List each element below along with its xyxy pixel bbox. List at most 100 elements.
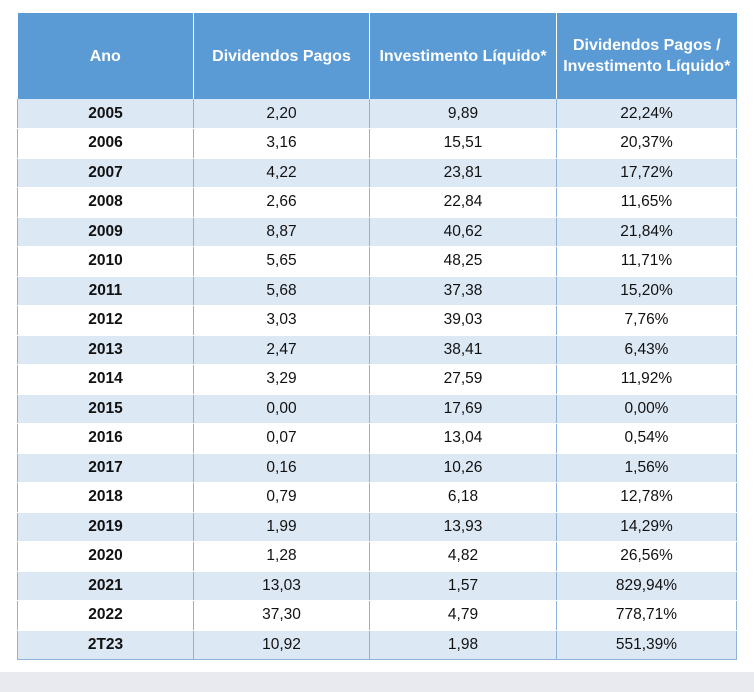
table-row: 2021 13,03 1,57 829,94% bbox=[17, 571, 737, 601]
cell-ano: 2010 bbox=[17, 246, 194, 277]
cell-ano: 2017 bbox=[17, 453, 194, 483]
cell-dividendos-pagos: 3,29 bbox=[193, 364, 370, 395]
cell-ratio: 778,71% bbox=[556, 600, 737, 631]
table-body: 2005 2,20 9,89 22,24% 2006 3,16 15,51 20,37% 200… bbox=[17, 99, 737, 660]
cell-ano: 2019 bbox=[17, 512, 194, 542]
table-header-row: Ano Dividendos Pagos Investimento Líquid… bbox=[17, 13, 737, 99]
cell-investimento-liquido: 27,59 bbox=[369, 364, 557, 395]
cell-ano: 2006 bbox=[17, 128, 194, 159]
cell-ano: 2013 bbox=[17, 335, 194, 365]
column-header-ratio: Dividendos Pagos / Investimento Líquido* bbox=[556, 13, 737, 99]
cell-investimento-liquido: 13,04 bbox=[369, 423, 557, 454]
cell-ratio: 551,39% bbox=[556, 630, 737, 660]
cell-investimento-liquido: 9,89 bbox=[369, 99, 557, 129]
column-header-ano: Ano bbox=[17, 13, 194, 99]
cell-ratio: 0,00% bbox=[556, 394, 737, 424]
cell-dividendos-pagos: 1,28 bbox=[193, 541, 370, 572]
cell-ratio: 829,94% bbox=[556, 571, 737, 601]
cell-dividendos-pagos: 4,22 bbox=[193, 158, 370, 188]
cell-dividendos-pagos: 0,00 bbox=[193, 394, 370, 424]
column-header-investimento-liquido: Investimento Líquido* bbox=[369, 13, 557, 99]
dividend-table-container: Ano Dividendos Pagos Investimento Líquid… bbox=[17, 13, 737, 660]
table-row: 2013 2,47 38,41 6,43% bbox=[17, 335, 737, 365]
cell-investimento-liquido: 17,69 bbox=[369, 394, 557, 424]
cell-ano: 2012 bbox=[17, 305, 194, 336]
cell-investimento-liquido: 48,25 bbox=[369, 246, 557, 277]
table-row: 2006 3,16 15,51 20,37% bbox=[17, 128, 737, 159]
table-row: 2010 5,65 48,25 11,71% bbox=[17, 246, 737, 277]
table-row: 2016 0,07 13,04 0,54% bbox=[17, 423, 737, 454]
cell-dividendos-pagos: 0,79 bbox=[193, 482, 370, 513]
cell-dividendos-pagos: 5,65 bbox=[193, 246, 370, 277]
cell-dividendos-pagos: 2,47 bbox=[193, 335, 370, 365]
cell-investimento-liquido: 4,82 bbox=[369, 541, 557, 572]
cell-ratio: 15,20% bbox=[556, 276, 737, 306]
cell-investimento-liquido: 37,38 bbox=[369, 276, 557, 306]
cell-investimento-liquido: 40,62 bbox=[369, 217, 557, 247]
table-row: 2015 0,00 17,69 0,00% bbox=[17, 394, 737, 424]
cell-investimento-liquido: 10,26 bbox=[369, 453, 557, 483]
table-row: 2012 3,03 39,03 7,76% bbox=[17, 305, 737, 336]
cell-ano: 2014 bbox=[17, 364, 194, 395]
dividend-table: Ano Dividendos Pagos Investimento Líquid… bbox=[17, 13, 737, 660]
table-row: 2005 2,20 9,89 22,24% bbox=[17, 99, 737, 129]
cell-ratio: 12,78% bbox=[556, 482, 737, 513]
table-row: 2011 5,68 37,38 15,20% bbox=[17, 276, 737, 306]
table-row: 2009 8,87 40,62 21,84% bbox=[17, 217, 737, 247]
cell-investimento-liquido: 23,81 bbox=[369, 158, 557, 188]
cell-dividendos-pagos: 2,20 bbox=[193, 99, 370, 129]
cell-ano: 2016 bbox=[17, 423, 194, 454]
cell-investimento-liquido: 15,51 bbox=[369, 128, 557, 159]
cell-ano: 2015 bbox=[17, 394, 194, 424]
cell-dividendos-pagos: 2,66 bbox=[193, 187, 370, 218]
table-row: 2019 1,99 13,93 14,29% bbox=[17, 512, 737, 542]
cell-ratio: 22,24% bbox=[556, 99, 737, 129]
cell-ano: 2005 bbox=[17, 99, 194, 129]
cell-ano: 2008 bbox=[17, 187, 194, 218]
cell-ano: 2011 bbox=[17, 276, 194, 306]
cell-investimento-liquido: 38,41 bbox=[369, 335, 557, 365]
cell-ratio: 14,29% bbox=[556, 512, 737, 542]
cell-ratio: 17,72% bbox=[556, 158, 737, 188]
cell-investimento-liquido: 39,03 bbox=[369, 305, 557, 336]
cell-investimento-liquido: 4,79 bbox=[369, 600, 557, 631]
cell-dividendos-pagos: 13,03 bbox=[193, 571, 370, 601]
cell-ratio: 11,65% bbox=[556, 187, 737, 218]
cell-ano: 2021 bbox=[17, 571, 194, 601]
cell-ano: 2022 bbox=[17, 600, 194, 631]
cell-ano: 2020 bbox=[17, 541, 194, 572]
cell-dividendos-pagos: 3,16 bbox=[193, 128, 370, 159]
cell-dividendos-pagos: 3,03 bbox=[193, 305, 370, 336]
cell-investimento-liquido: 1,98 bbox=[369, 630, 557, 660]
cell-dividendos-pagos: 37,30 bbox=[193, 600, 370, 631]
table-row: 2008 2,66 22,84 11,65% bbox=[17, 187, 737, 218]
cell-dividendos-pagos: 8,87 bbox=[193, 217, 370, 247]
table-row: 2007 4,22 23,81 17,72% bbox=[17, 158, 737, 188]
cell-ano: 2009 bbox=[17, 217, 194, 247]
column-header-dividendos-pagos: Dividendos Pagos bbox=[193, 13, 370, 99]
table-row: 2022 37,30 4,79 778,71% bbox=[17, 600, 737, 631]
cell-investimento-liquido: 6,18 bbox=[369, 482, 557, 513]
cell-ratio: 20,37% bbox=[556, 128, 737, 159]
cell-investimento-liquido: 1,57 bbox=[369, 571, 557, 601]
cell-investimento-liquido: 22,84 bbox=[369, 187, 557, 218]
cell-ratio: 1,56% bbox=[556, 453, 737, 483]
cell-dividendos-pagos: 1,99 bbox=[193, 512, 370, 542]
cell-dividendos-pagos: 0,07 bbox=[193, 423, 370, 454]
cell-dividendos-pagos: 5,68 bbox=[193, 276, 370, 306]
table-row: 2014 3,29 27,59 11,92% bbox=[17, 364, 737, 395]
cell-ratio: 21,84% bbox=[556, 217, 737, 247]
table-row: 2018 0,79 6,18 12,78% bbox=[17, 482, 737, 513]
cell-ano: 2018 bbox=[17, 482, 194, 513]
cell-investimento-liquido: 13,93 bbox=[369, 512, 557, 542]
cell-ano: 2007 bbox=[17, 158, 194, 188]
cell-ano: 2T23 bbox=[17, 630, 194, 660]
cell-dividendos-pagos: 0,16 bbox=[193, 453, 370, 483]
bottom-band bbox=[0, 672, 754, 692]
cell-ratio: 11,92% bbox=[556, 364, 737, 395]
cell-ratio: 26,56% bbox=[556, 541, 737, 572]
cell-ratio: 11,71% bbox=[556, 246, 737, 277]
cell-ratio: 6,43% bbox=[556, 335, 737, 365]
table-row: 2020 1,28 4,82 26,56% bbox=[17, 541, 737, 572]
table-row: 2017 0,16 10,26 1,56% bbox=[17, 453, 737, 483]
